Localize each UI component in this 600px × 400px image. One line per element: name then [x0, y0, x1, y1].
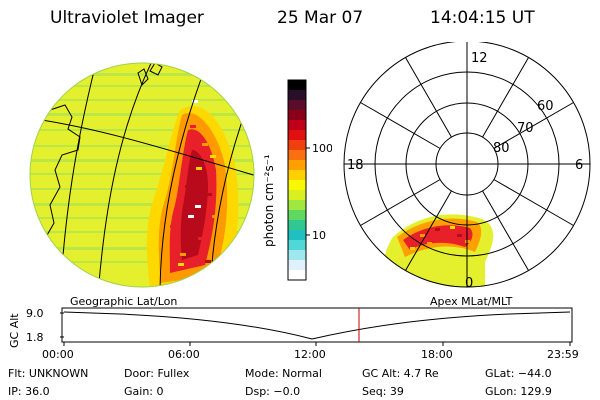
info-gcalt: GC Alt: 4.7 Re	[362, 367, 439, 380]
colorbar-tick-100: 100	[312, 142, 332, 155]
info-flt: Flt: UNKNOWN	[8, 367, 89, 380]
info-door: Door: Fullex	[124, 367, 190, 380]
mlt-label-18: 18	[347, 158, 364, 173]
info-ip: IP: 36.0	[8, 385, 50, 398]
observation-date: 25 Mar 07	[277, 8, 364, 28]
geographic-uv-image	[29, 62, 255, 288]
timeline-ylabel: GC Alt	[8, 313, 21, 348]
polar-mlt-plot: 12 18 6 0 60 70 80	[343, 42, 591, 291]
timeline-xtick-0000: 00:00	[42, 348, 74, 361]
geographic-label: Geographic Lat/Lon	[70, 295, 178, 308]
instrument-title: Ultraviolet Imager	[50, 8, 204, 28]
info-seq: Seq: 39	[362, 385, 404, 398]
info-glon: GLon: 129.9	[485, 385, 552, 398]
timeline-xtick-2359: 23:59	[547, 348, 579, 361]
colorbar: 100 10	[287, 79, 332, 281]
info-glat: GLat: −44.0	[485, 367, 552, 380]
lat-label-80: 80	[493, 141, 510, 156]
info-dsp: Dsp: −0.0	[245, 385, 301, 398]
timeline-ytick-top: 9.0	[26, 307, 44, 320]
timeline-xtick-1800: 18:00	[421, 348, 453, 361]
colorbar-tick-10: 10	[312, 229, 326, 242]
mlt-label-0: 0	[465, 276, 473, 291]
info-mode: Mode: Normal	[245, 367, 322, 380]
mlt-label-6: 6	[575, 158, 583, 173]
mlt-label-12: 12	[471, 51, 488, 66]
timeline-ytick-bottom: 1.8	[26, 331, 44, 344]
altitude-curve	[63, 311, 571, 340]
timeline-xtick-1200: 12:00	[294, 348, 326, 361]
info-gain: Gain: 0	[124, 385, 164, 398]
colorbar-unit-label: photon cm⁻²s⁻¹	[262, 154, 276, 247]
apex-label: Apex MLat/MLT	[430, 295, 513, 308]
altitude-timeline	[60, 307, 573, 346]
lat-label-60: 60	[537, 99, 554, 114]
timeline-xtick-0600: 06:00	[168, 348, 200, 361]
observation-time: 14:04:15 UT	[430, 8, 535, 28]
lat-label-70: 70	[517, 121, 534, 136]
